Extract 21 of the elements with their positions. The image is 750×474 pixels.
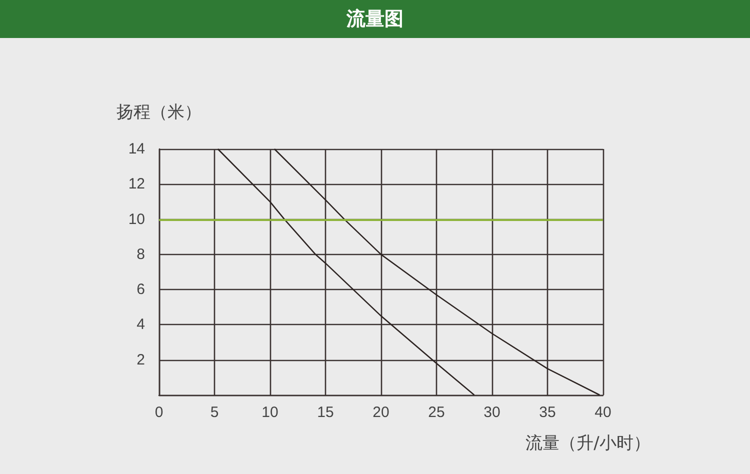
- x-tick-label: 0: [154, 404, 164, 421]
- y-tick-label: 4: [136, 316, 145, 334]
- chart-title: 流量图: [346, 7, 404, 32]
- line-series: [217, 148, 475, 396]
- x-tick-label: 5: [210, 404, 219, 421]
- y-tick-label: 10: [128, 210, 145, 228]
- x-tick-label: 10: [262, 404, 278, 421]
- y-axis-title: 扬程（米）: [116, 102, 202, 122]
- x-tick-label: 30: [484, 404, 500, 421]
- x-tick-label: 20: [372, 404, 390, 421]
- y-tick-label: 8: [136, 246, 145, 263]
- line-series: [274, 148, 600, 396]
- y-tick-label: 6: [136, 281, 145, 298]
- x-axis-title: 流量（升/小时）: [526, 434, 650, 454]
- x-tick-label: 35: [539, 404, 556, 421]
- x-tick-label: 40: [594, 404, 612, 421]
- y-tick-label: 2: [136, 351, 145, 368]
- x-tick-label: 15: [317, 404, 334, 421]
- x-tick-label: 25: [428, 404, 445, 421]
- y-tick-label: 14: [128, 140, 145, 158]
- y-tick-label: 12: [128, 176, 145, 193]
